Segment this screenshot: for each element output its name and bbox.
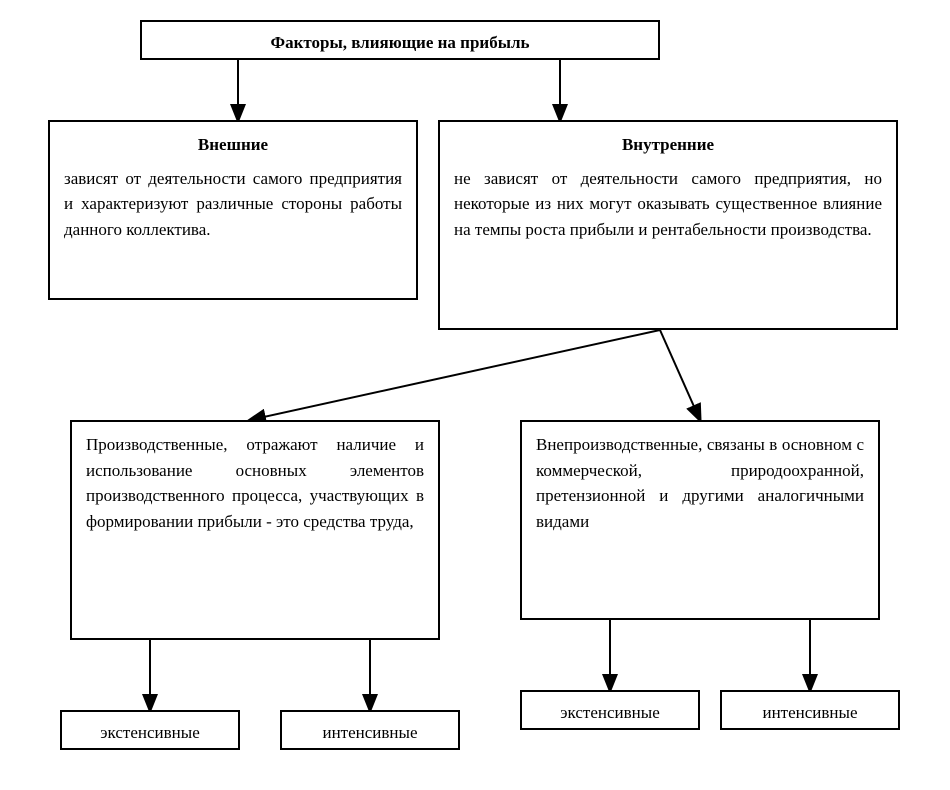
node-root: Факторы, влияющие на прибыль [140, 20, 660, 60]
node-nonproduction: Внепроизводственные, связаны в основном … [520, 420, 880, 620]
node-intensive-1: интенсивные [280, 710, 460, 750]
node-extensive-2: экстенсивные [520, 690, 700, 730]
node-production-body: Производственные, отражают наличие и исп… [86, 432, 424, 534]
node-external: Внешние зависят от деятельности самого п… [48, 120, 418, 300]
node-internal-body: не зависят от деятельности самого предпр… [454, 166, 882, 243]
diagram-container: Факторы, влияющие на прибыль Внешние зав… [0, 0, 950, 790]
node-extensive-1: экстенсивные [60, 710, 240, 750]
node-external-body: зависят от деятельности самого предприят… [64, 166, 402, 243]
node-intensive-2: интенсивные [720, 690, 900, 730]
node-production: Производственные, отражают наличие и исп… [70, 420, 440, 640]
node-external-heading: Внешние [64, 132, 402, 158]
node-internal: Внутренние не зависят от деятельности са… [438, 120, 898, 330]
node-nonproduction-body: Внепроизводственные, связаны в основном … [536, 432, 864, 534]
node-internal-heading: Внутренние [454, 132, 882, 158]
arrows-layer [0, 0, 950, 790]
